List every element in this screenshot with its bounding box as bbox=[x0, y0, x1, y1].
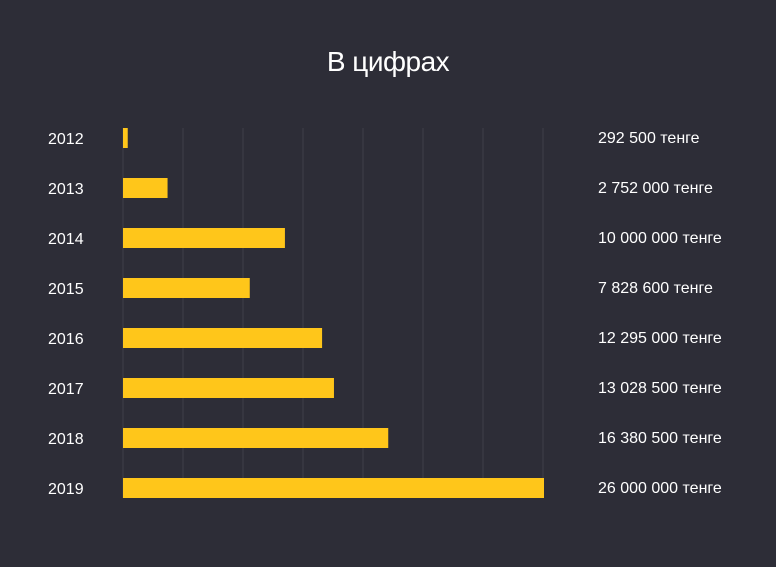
bar-2016 bbox=[123, 328, 323, 348]
value-label-2017: 13 028 500 тенге bbox=[598, 380, 722, 397]
year-label-2015: 2015 bbox=[48, 281, 84, 298]
year-label-2013: 2013 bbox=[48, 181, 84, 198]
bars-group bbox=[123, 128, 544, 498]
value-labels-group: 292 500 тенге 2 752 000 тенге 10 000 000 т… bbox=[598, 130, 722, 497]
value-label-2015: 7 828 600 тенге bbox=[598, 280, 713, 297]
year-label-2014: 2014 bbox=[48, 231, 84, 248]
value-label-2019: 26 000 000 тенге bbox=[598, 480, 722, 497]
chart-title: В цифрах bbox=[326, 46, 450, 77]
bar-2019 bbox=[123, 478, 544, 498]
year-label-2017: 2017 bbox=[48, 381, 84, 398]
value-label-2013: 2 752 000 тенге bbox=[598, 180, 713, 197]
bar-2014 bbox=[123, 228, 285, 248]
bar-2015 bbox=[123, 278, 250, 298]
value-label-2014: 10 000 000 тенге bbox=[598, 230, 722, 247]
bar-2018 bbox=[123, 428, 389, 448]
year-labels-group: 2012 2013 2014 2015 2016 2017 2018 2019 bbox=[48, 131, 84, 498]
bar-2012 bbox=[123, 128, 128, 148]
year-label-2018: 2018 bbox=[48, 431, 84, 448]
bar-2017 bbox=[123, 378, 334, 398]
year-label-2012: 2012 bbox=[48, 131, 84, 148]
bar-2013 bbox=[123, 178, 168, 198]
value-label-2012: 292 500 тенге bbox=[598, 130, 700, 147]
value-label-2016: 12 295 000 тенге bbox=[598, 330, 722, 347]
value-label-2018: 16 380 500 тенге bbox=[598, 430, 722, 447]
year-label-2019: 2019 bbox=[48, 481, 84, 498]
year-label-2016: 2016 bbox=[48, 331, 84, 348]
